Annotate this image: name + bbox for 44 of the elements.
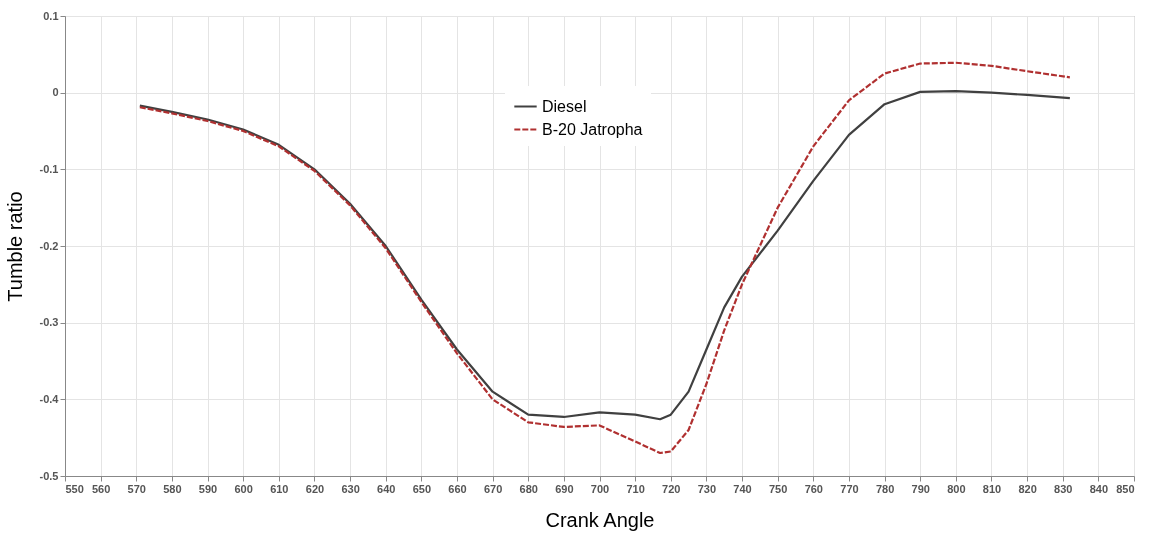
x-tick-label: 620 (305, 482, 325, 495)
y-tick-label: -0.3 (39, 316, 59, 329)
x-tick-label: 730 (697, 482, 717, 495)
y-axis-title: Tumble ratio (3, 191, 26, 302)
y-tick-label: -0.4 (39, 392, 60, 405)
line-series (138, 61, 1071, 455)
x-tick-label: 780 (875, 482, 895, 495)
y-tick-label: -0.5 (39, 469, 59, 482)
x-tick-label: 800 (947, 482, 966, 495)
x-tick-label: 580 (163, 482, 182, 495)
x-tick-label: 770 (840, 482, 859, 495)
x-tick-label: 750 (768, 482, 788, 495)
x-tick-label: 820 (1018, 482, 1037, 495)
x-tick-label: 720 (662, 482, 681, 495)
y-tick-label: 0.1 (43, 9, 59, 22)
x-tick-label: 710 (626, 482, 645, 495)
x-tick-label: 830 (1054, 482, 1073, 495)
x-tick-label: 740 (733, 482, 752, 495)
y-tick-label: 0 (52, 86, 59, 99)
x-tick-label: 760 (804, 482, 823, 495)
x-axis-title: Crank Angle (545, 508, 655, 531)
x-tick-label: 680 (519, 482, 538, 495)
x-tick-label: 560 (91, 482, 111, 495)
x-tick-label: 570 (127, 482, 146, 495)
legend-label: Diesel (542, 97, 587, 115)
x-tick-label: 850 (1116, 482, 1135, 495)
x-tick-label: 790 (911, 482, 930, 495)
x-tick-label: 640 (377, 482, 396, 495)
x-tick-label: 630 (341, 482, 360, 495)
x-tick-label: 700 (590, 482, 610, 495)
x-tick-label: 810 (982, 482, 1002, 495)
x-tick-label: 650 (412, 482, 432, 495)
x-tick-label: 660 (448, 482, 467, 495)
x-tick-label: 550 (65, 482, 84, 495)
y-tick-label: -0.2 (39, 239, 59, 252)
legend-label: B-20 Jatropha (542, 120, 643, 138)
x-tick-label: 610 (270, 482, 289, 495)
y-tick-label: -0.1 (39, 162, 59, 175)
x-tick-label: 600 (234, 482, 253, 495)
x-tick-label: 590 (198, 482, 218, 495)
x-tick-label: 840 (1089, 482, 1109, 495)
x-tick-label: 690 (555, 482, 574, 495)
line-series (138, 90, 1071, 421)
x-tick-label: 670 (483, 482, 503, 495)
